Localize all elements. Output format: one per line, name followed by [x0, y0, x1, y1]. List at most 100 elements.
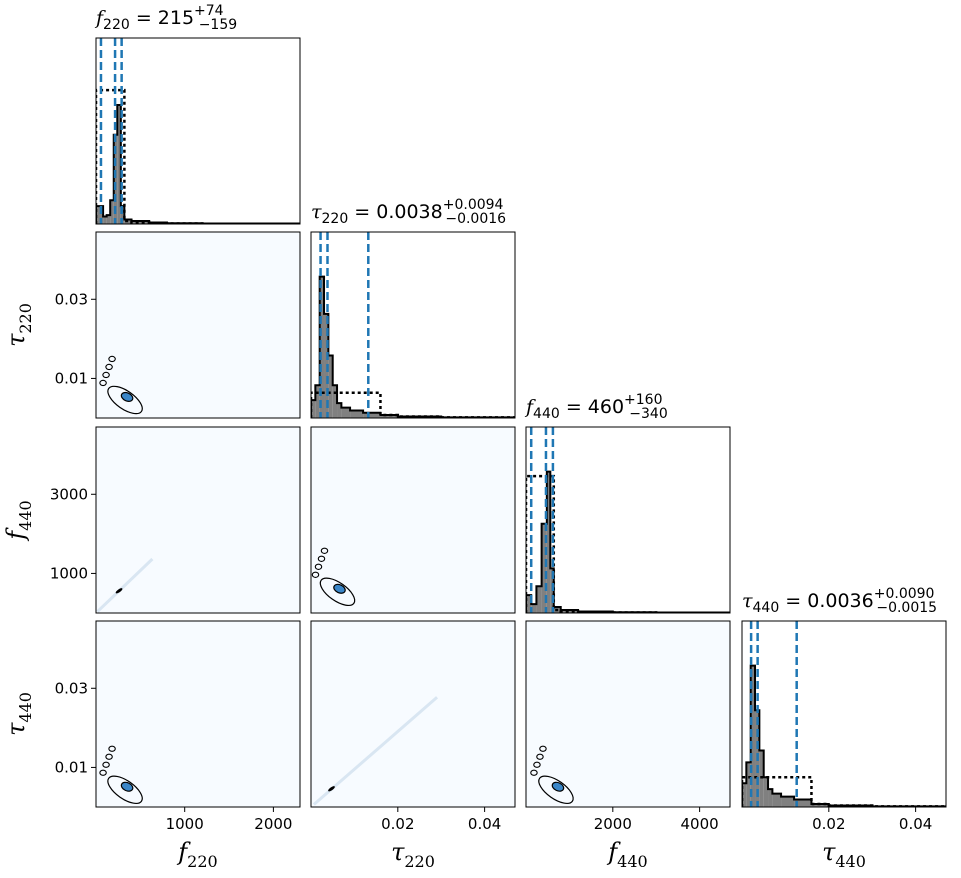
panel-frame	[310, 231, 516, 419]
density-background	[526, 621, 730, 807]
panel-title-2-part: f	[524, 396, 536, 418]
hist-bar	[526, 595, 532, 613]
panel-title-2-part: 440	[533, 406, 560, 422]
contour-inner	[120, 391, 134, 402]
contour-island	[108, 355, 116, 363]
panel-frame	[95, 426, 301, 614]
panel-title-1: τ220 = 0.0038+0.0094 −0.0016	[311, 197, 506, 227]
prior-outline	[311, 391, 515, 418]
panel-title-3-part: τ	[742, 590, 753, 612]
hist-bar	[380, 415, 398, 418]
x-axis-label-1-part: 220	[404, 852, 435, 871]
contour-island	[102, 371, 110, 379]
hist-bar	[746, 762, 751, 807]
panel-title-2-part: −340	[629, 406, 667, 422]
hist-bar	[328, 355, 333, 418]
hist-bar	[541, 523, 547, 613]
density-content	[96, 557, 154, 613]
hist-bar	[324, 313, 329, 418]
hist-bar	[811, 804, 829, 807]
contour-island	[99, 379, 107, 387]
density-core-contour	[328, 786, 335, 792]
x-tick-label: 0.02	[812, 815, 845, 833]
density-panel-3-2	[525, 620, 731, 808]
contour-outer	[107, 385, 143, 415]
panel-title-1-part: = 0.0038	[348, 201, 442, 223]
hist-bar	[772, 793, 782, 807]
panel-title-1-part: −0.0016	[445, 211, 506, 227]
hist-bar	[103, 216, 107, 224]
panel-title-0-part: f	[94, 7, 106, 29]
contour-outer	[538, 775, 574, 804]
panel-title-2-part: +160	[624, 392, 662, 408]
y-axis-label-3-part: τ	[2, 722, 30, 736]
hist-bar	[120, 206, 125, 224]
panel-title-3-part: = 0.0036	[779, 590, 873, 612]
hist-bar	[315, 385, 320, 418]
panel-frame	[525, 426, 731, 614]
hist-bar	[337, 403, 342, 418]
hist-bar	[319, 276, 325, 418]
hist-outline	[526, 470, 730, 613]
density-background	[311, 427, 515, 613]
x-tick-label: 1000	[166, 815, 204, 833]
panel-frame	[310, 426, 516, 614]
hist-content	[311, 232, 515, 418]
hist-bar	[781, 796, 795, 807]
contour-island	[314, 563, 323, 570]
panel-title-1-part: τ	[311, 201, 322, 223]
y-tick-label: 0.01	[55, 369, 88, 387]
panel-title-3: τ440 = 0.0036+0.0090 −0.0015	[742, 586, 937, 616]
contour-inner	[551, 781, 565, 792]
x-axis-label-1: τ220	[391, 838, 435, 871]
panel-title-0-part: +74	[194, 3, 224, 19]
hist-bar	[742, 783, 747, 807]
panel-title-3-part: −0.0015	[876, 600, 937, 616]
contour-inner	[120, 781, 134, 792]
x-tick-label: 0.02	[381, 815, 414, 833]
contour-island	[99, 769, 107, 776]
hist-panel-220-0	[95, 37, 301, 225]
hist-outline	[742, 664, 946, 807]
contour-island	[105, 753, 113, 760]
hist-bar	[110, 200, 114, 224]
density-content	[99, 355, 143, 415]
hist-bar	[96, 206, 104, 224]
density-content	[311, 547, 356, 607]
hist-content	[96, 38, 300, 224]
density-core-contour	[115, 588, 123, 594]
hist-bar	[363, 412, 381, 418]
panel-title-3-part: +0.0090	[874, 586, 935, 602]
density-content	[312, 696, 439, 806]
panel-frame	[525, 620, 731, 808]
panel-title-3-part: 440	[753, 600, 780, 616]
panel-title-0-part: −159	[199, 17, 237, 33]
contour-island	[102, 761, 110, 768]
x-tick-label: 2000	[594, 815, 632, 833]
y-axis-label-3: τ440	[2, 692, 35, 736]
y-tick-label: 0.03	[55, 290, 88, 308]
hist-bar	[350, 410, 364, 418]
density-content	[99, 745, 143, 804]
y-tick-label: 1000	[50, 564, 88, 582]
contour-island	[320, 547, 329, 554]
panel-frame	[95, 620, 301, 808]
density-panel-1-0	[95, 231, 301, 419]
density-panel-3-1	[310, 620, 516, 808]
y-axis-label-3-part: 440	[16, 692, 35, 723]
hist-panel-440-2	[525, 426, 731, 614]
hist-bar	[341, 407, 351, 418]
x-tick-label: 0.04	[468, 815, 501, 833]
x-tick-label: 4000	[681, 815, 719, 833]
x-axis-label-2: f440	[606, 838, 647, 871]
density-panel-3-0	[95, 620, 301, 808]
hist-bar	[531, 604, 537, 613]
contour-island	[539, 745, 547, 752]
contour-inner	[333, 583, 346, 594]
x-tick-label: 0.04	[899, 815, 932, 833]
contour-island	[108, 745, 116, 752]
panel-frame	[95, 37, 301, 225]
contour-island	[317, 555, 326, 562]
density-panel-2-1	[310, 426, 516, 614]
